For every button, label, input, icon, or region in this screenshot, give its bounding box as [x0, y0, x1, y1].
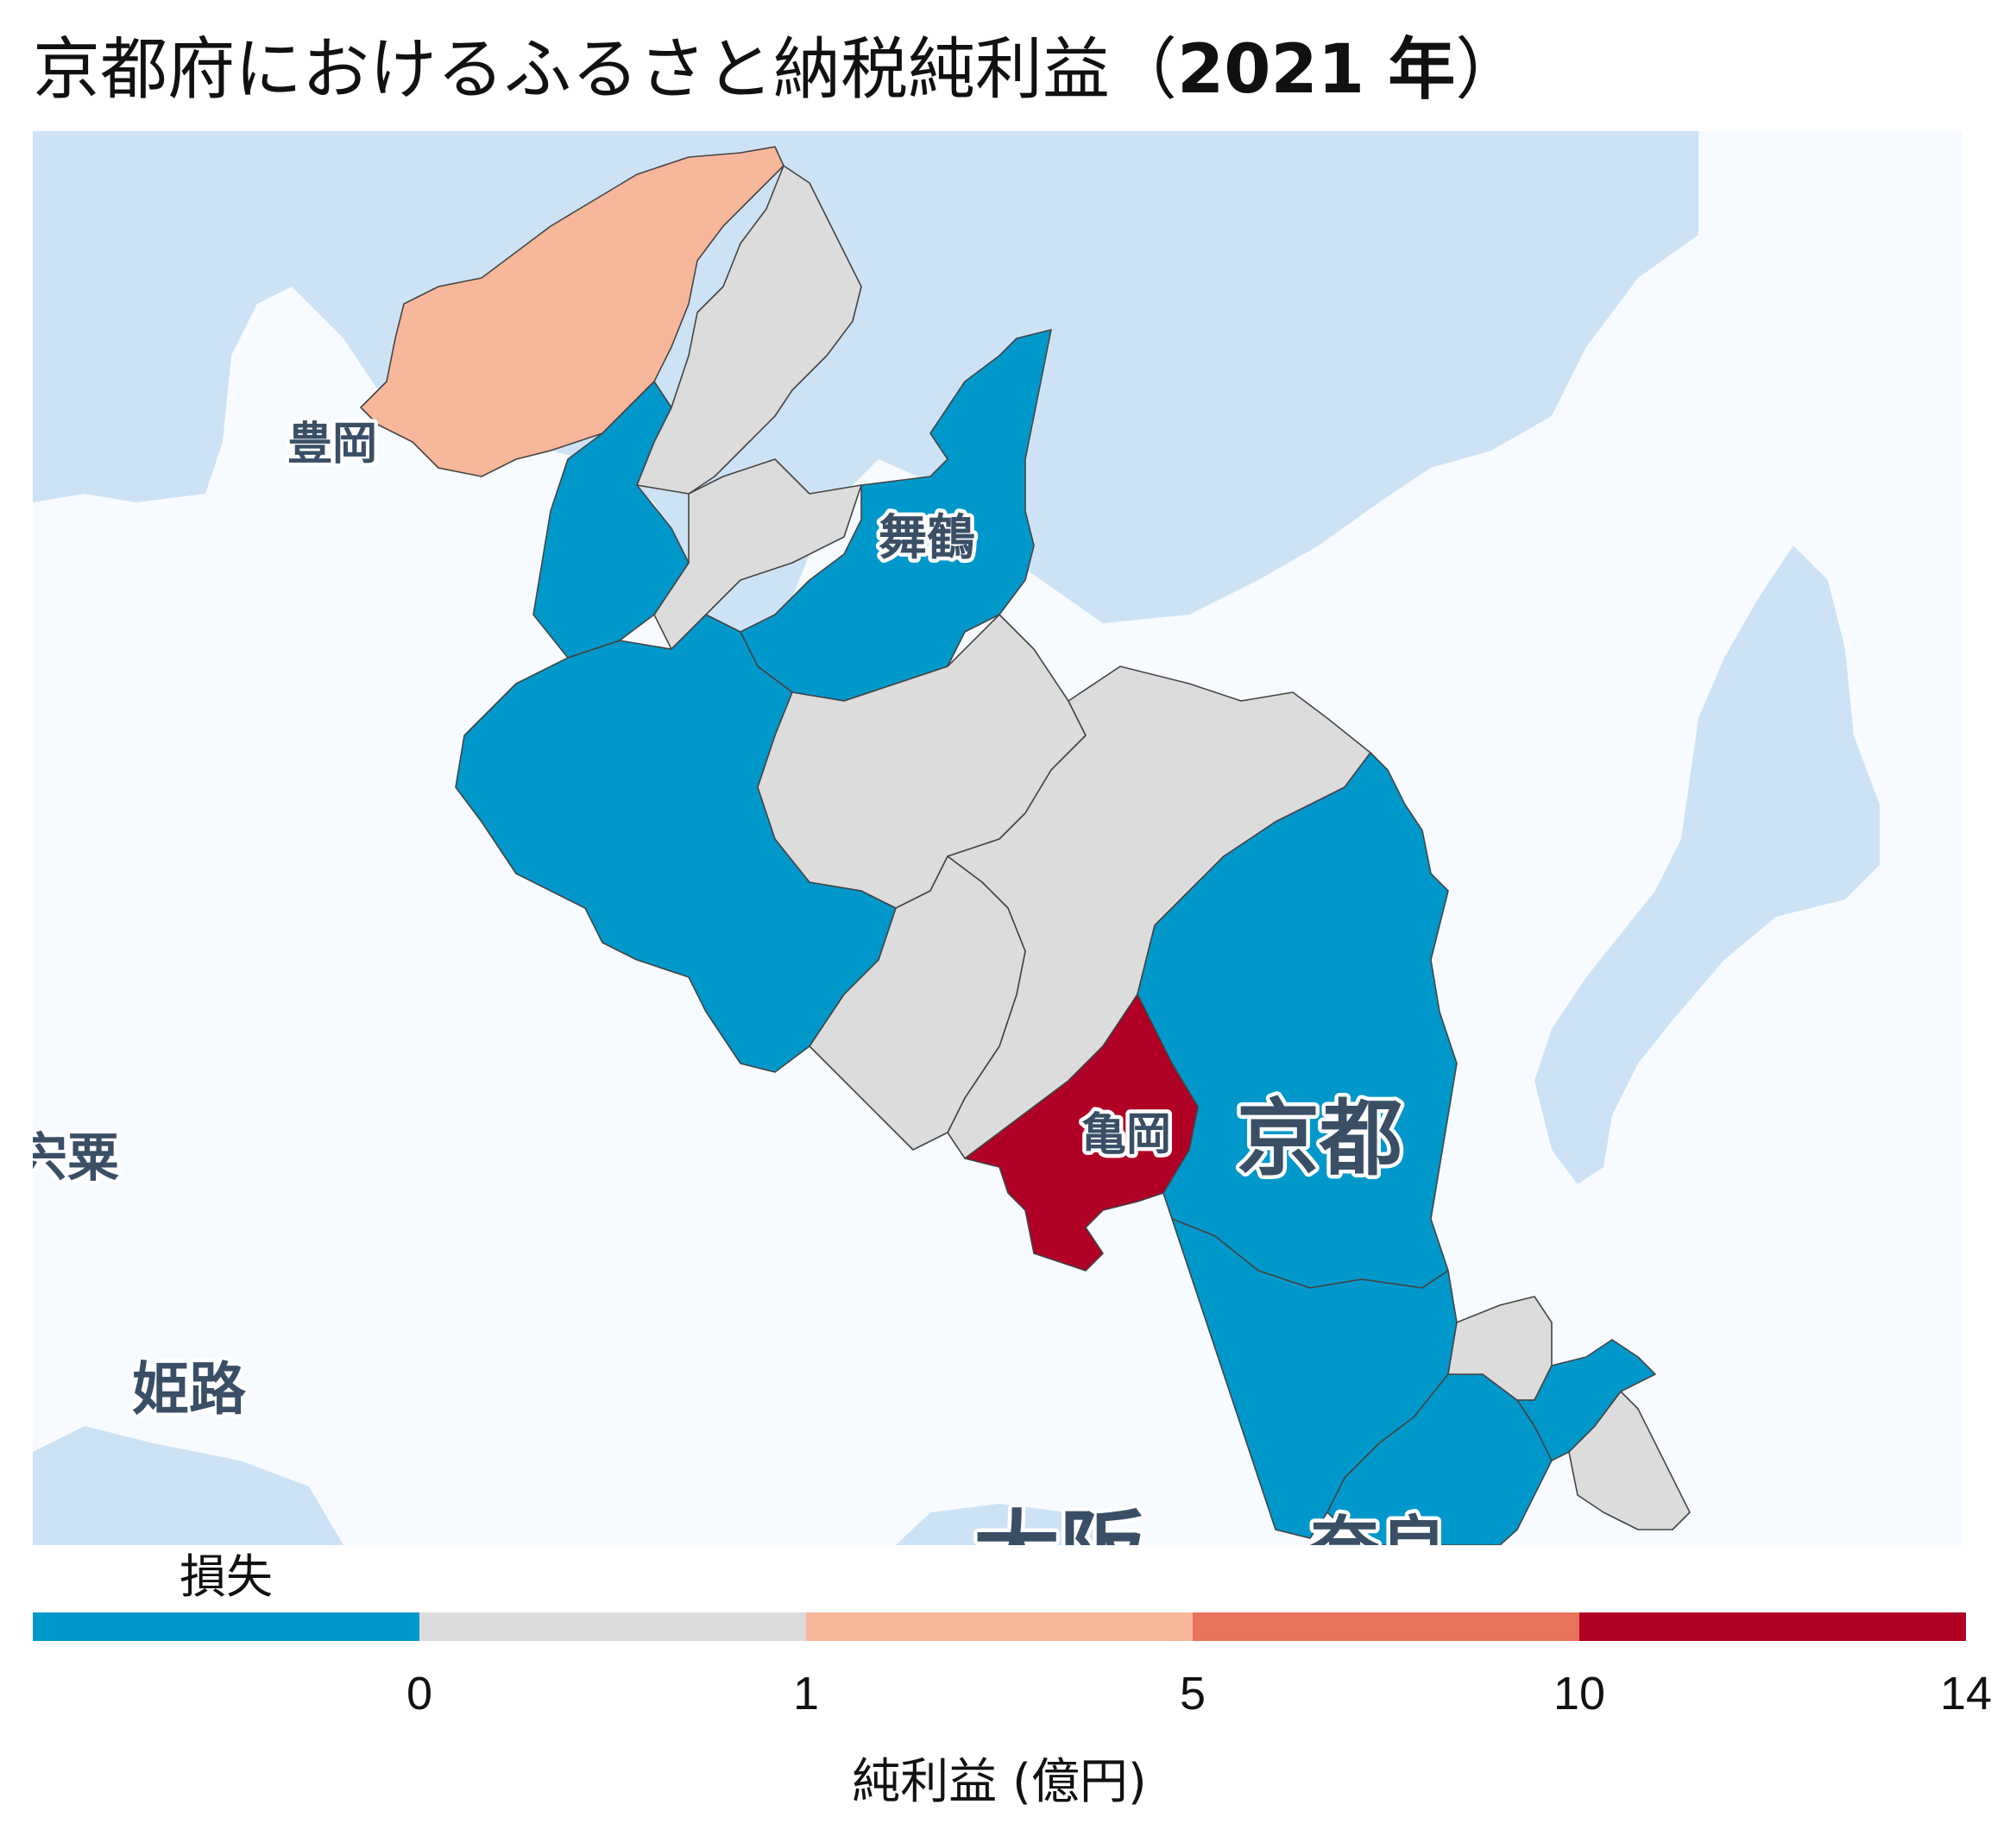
legend-bin-1-5 — [806, 1612, 1193, 1641]
region-ujitawara — [1447, 1296, 1553, 1401]
label-kyoto: 京都 — [1237, 1090, 1402, 1187]
region-wazuka — [1516, 1339, 1656, 1461]
region-kyotamba — [809, 855, 1026, 1151]
label-osaka: 大阪 — [973, 1501, 1146, 1545]
region-kameoka — [964, 994, 1199, 1272]
map-title: 京都府におけるふるさと納税純利益（2021 年） — [33, 16, 1522, 112]
osaka-bay — [33, 1426, 343, 1545]
legend-bin-5-10 — [1193, 1612, 1579, 1641]
region-minamiyamashiro — [1568, 1391, 1691, 1530]
sea-of-japan — [33, 131, 1698, 666]
region-kyotango-south — [532, 381, 690, 659]
legend-bin-loss — [33, 1612, 419, 1641]
legend-loss-label: 損失 — [180, 1549, 273, 1604]
label-himeji: 姫路 — [132, 1356, 247, 1423]
label-nara: 奈良 — [1309, 1509, 1448, 1545]
harima-nada — [896, 1504, 1120, 1545]
legend-bin-10-14 — [1579, 1612, 1966, 1641]
title-close: ） — [1455, 31, 1523, 109]
color-legend: 損失 0 1 5 10 14 純利益 (億円) — [33, 1549, 1992, 1810]
label-shiso: 宍粟 — [33, 1128, 119, 1189]
title-main: 京都府におけるふるさと納税純利益（ — [33, 31, 1178, 109]
label-kameoka: 亀岡 — [1081, 1109, 1171, 1161]
legend-bin-0-1 — [419, 1612, 806, 1641]
title-year: 2021 年 — [1177, 31, 1456, 109]
legend-tick-5: 5 — [1180, 1668, 1206, 1720]
region-kyotango — [360, 146, 784, 477]
map-labels: 豊岡 舞鶴 亀岡 京都 宍粟 姫路 大阪 奈良 — [33, 415, 1452, 1546]
lake-biwa — [1534, 546, 1880, 1184]
region-maizuru — [740, 329, 1052, 702]
legend-tick-10: 10 — [1553, 1668, 1605, 1720]
region-ine-yosano — [636, 165, 862, 495]
choropleth-map: 豊岡 舞鶴 亀岡 京都 宍粟 姫路 大阪 奈良 — [33, 131, 1962, 1545]
label-maizuru: 舞鶴 — [879, 510, 975, 566]
legend-tick-1: 1 — [793, 1668, 819, 1720]
legend-tick-0: 0 — [406, 1668, 432, 1720]
legend-tick-14: 14 — [1940, 1668, 1992, 1720]
label-toyooka: 豊岡 — [287, 419, 377, 470]
legend-axis-title: 純利益 (億円) — [852, 1754, 1147, 1810]
